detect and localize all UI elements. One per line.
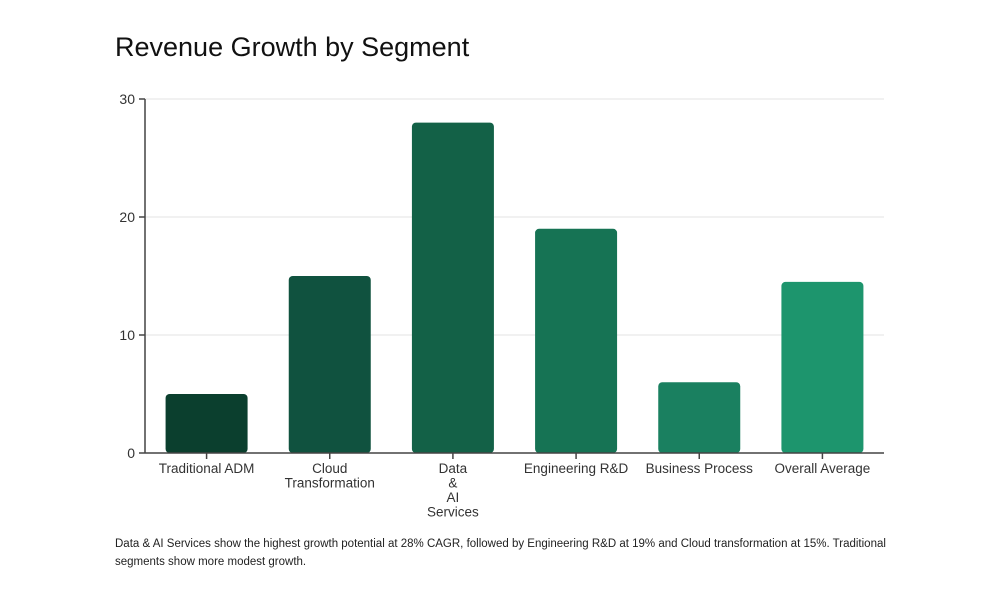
y-tick-label: 20	[119, 209, 135, 225]
bar	[165, 394, 248, 453]
bar	[411, 122, 494, 453]
bar	[288, 276, 371, 453]
y-tick-label: 0	[127, 445, 135, 461]
x-tick-label: Traditional ADM	[159, 461, 255, 476]
chart-footnote: Data & AI Services show the highest grow…	[115, 538, 886, 568]
x-tick-label: Data & AI Services	[427, 461, 479, 520]
x-tick-label: Overall Average	[775, 461, 871, 476]
y-tick-label: 30	[119, 91, 135, 107]
chart-title: Revenue Growth by Segment	[115, 32, 470, 62]
x-tick-label: Cloud Transformation	[285, 461, 375, 491]
bar	[781, 281, 864, 453]
bar	[658, 382, 741, 453]
y-tick-label: 10	[119, 327, 135, 343]
x-tick-label: Engineering R&D	[524, 461, 629, 476]
x-tick-label: Business Process	[646, 461, 754, 476]
bar	[535, 228, 618, 453]
